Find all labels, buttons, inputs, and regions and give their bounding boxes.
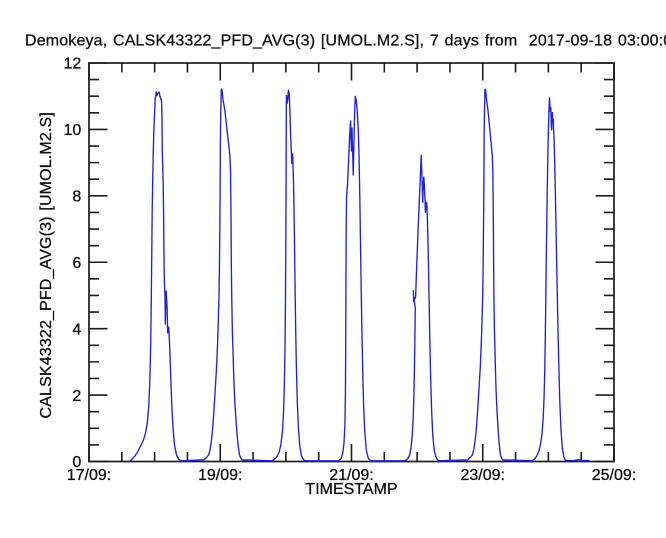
svg-text:23/09:: 23/09:: [461, 467, 505, 484]
svg-text:8: 8: [72, 189, 81, 206]
svg-text:12: 12: [64, 56, 82, 73]
svg-text:10: 10: [64, 122, 82, 139]
svg-text:Demokeya, CALSK43322_PFD_AVG(3: Demokeya, CALSK43322_PFD_AVG(3) [UMOL.M2…: [25, 33, 666, 50]
svg-text:2: 2: [72, 388, 81, 405]
svg-text:25/09:: 25/09:: [592, 467, 636, 484]
svg-text:6: 6: [72, 255, 81, 272]
svg-text:4: 4: [72, 321, 81, 338]
svg-text:0: 0: [72, 454, 81, 471]
svg-text:17/09:: 17/09:: [67, 467, 111, 484]
svg-text:CALSK43322_PFD_AVG(3) [UMOL.M2: CALSK43322_PFD_AVG(3) [UMOL.M2.S]: [38, 112, 55, 418]
svg-text:21/09:: 21/09:: [329, 467, 373, 484]
svg-text:TIMESTAMP: TIMESTAMP: [305, 481, 397, 498]
svg-text:19/09:: 19/09:: [198, 467, 242, 484]
